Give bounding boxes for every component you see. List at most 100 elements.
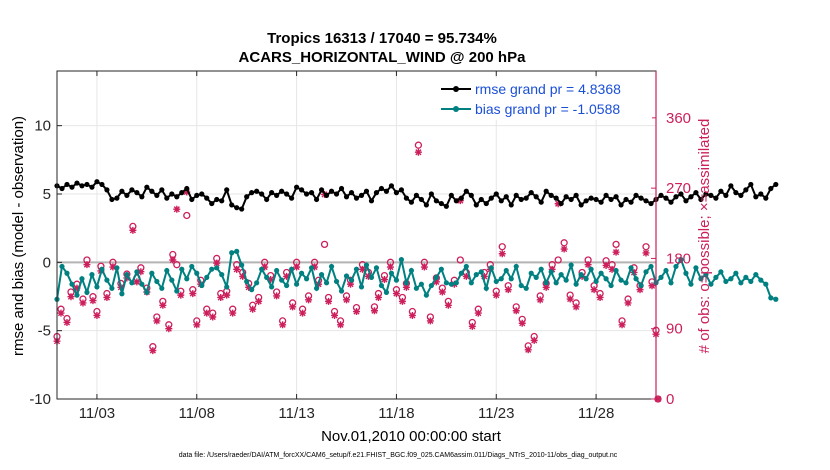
obs-assimilated-marker xyxy=(209,313,217,321)
rmse-point xyxy=(633,192,639,198)
y-right-tick-label: 0 xyxy=(666,391,674,408)
rmse-point xyxy=(154,192,160,198)
obs-assimilated-marker xyxy=(89,297,97,305)
bias-point xyxy=(234,248,240,254)
obs-assimilated-marker xyxy=(618,321,626,329)
bias-point xyxy=(79,276,85,282)
bias-point xyxy=(503,267,509,274)
obs-assimilated-marker xyxy=(636,286,644,294)
obs-assimilated-marker xyxy=(358,265,366,273)
chart-title-line2: ACARS_HORIZONTAL_WIND @ 200 hPa xyxy=(239,49,527,66)
bias-point xyxy=(573,281,579,287)
rmse-point xyxy=(538,199,544,205)
obs-assimilated-marker xyxy=(325,297,333,305)
data-file-footnote: data file: /Users/raeder/DAI/ATM_forcXX/… xyxy=(179,452,618,459)
obs-assimilated-marker xyxy=(560,245,568,253)
rmse-point xyxy=(413,192,419,198)
legend-rmse-label: rmse grand pr = 4.8368 xyxy=(475,81,621,97)
bias-point xyxy=(458,270,464,276)
y-tick-label: 5 xyxy=(43,186,51,203)
bias-point xyxy=(204,274,210,280)
obs-assimilated-marker xyxy=(518,319,526,327)
rmse-point xyxy=(748,181,754,188)
rmse-point xyxy=(593,196,599,203)
rmse-point xyxy=(308,190,315,196)
bias-point xyxy=(728,276,734,282)
obs-assimilated-marker xyxy=(217,293,225,301)
obs-assimilated-marker xyxy=(498,250,506,258)
obs-assimilated-marker xyxy=(456,197,464,205)
obs-assimilated-marker xyxy=(608,265,616,273)
rmse-point xyxy=(728,183,734,189)
obs-assimilated-marker xyxy=(536,296,544,304)
rmse-point xyxy=(468,192,474,198)
rmse-point xyxy=(583,198,589,204)
bias-point xyxy=(134,269,140,275)
obs-assimilated-marker xyxy=(153,317,161,325)
rmse-point xyxy=(219,198,225,204)
bias-point xyxy=(673,263,679,270)
rmse-point xyxy=(303,191,310,197)
bias-point xyxy=(533,274,539,280)
y-tick-label: -10 xyxy=(29,391,51,408)
x-axis-label: Nov.01,2010 00:00:00 start xyxy=(321,428,502,445)
rmse-point xyxy=(378,185,385,192)
rmse-point xyxy=(608,196,614,203)
bias-point xyxy=(169,277,175,283)
bias-point xyxy=(368,274,375,280)
bias-point xyxy=(388,270,395,276)
obs-assimilated-marker xyxy=(169,256,177,264)
rmse-point xyxy=(493,191,499,197)
y-right-tick-label: 360 xyxy=(666,110,691,127)
bias-point xyxy=(373,265,380,271)
obs-assimilated-marker xyxy=(183,188,191,196)
rmse-point xyxy=(318,187,325,193)
obs-assimilated-marker xyxy=(189,290,197,298)
bias-point xyxy=(84,289,90,295)
obs-assimilated-marker xyxy=(654,395,662,403)
rmse-point xyxy=(773,181,779,188)
rmse-point xyxy=(124,192,130,198)
rmse-point xyxy=(209,200,215,207)
x-tick-label: 11/18 xyxy=(378,405,414,422)
bias-point xyxy=(663,267,669,274)
bias-point xyxy=(94,284,100,290)
bias-point xyxy=(194,270,200,276)
bias-point xyxy=(64,270,70,276)
obs-assimilated-marker xyxy=(624,299,632,307)
rmse-point xyxy=(269,190,275,196)
rmse-point xyxy=(673,194,679,200)
bias-point xyxy=(254,280,260,286)
bias-point xyxy=(703,272,709,278)
bias-point xyxy=(708,281,714,287)
obs-assimilated-marker xyxy=(512,307,520,315)
bias-point xyxy=(284,282,290,289)
obs-assimilated-marker xyxy=(392,290,400,298)
rmse-point xyxy=(69,184,75,190)
obs-assimilated-marker xyxy=(283,272,291,280)
bias-point xyxy=(743,274,749,280)
obs-assimilated-marker xyxy=(233,265,241,273)
rmse-point xyxy=(523,195,529,201)
rmse-point xyxy=(573,192,579,198)
obs-possible-marker xyxy=(612,240,620,249)
bias-point xyxy=(189,263,195,270)
bias-point xyxy=(343,273,350,279)
bias-point xyxy=(438,266,444,272)
rmse-point xyxy=(249,190,255,196)
x-tick-label: 11/23 xyxy=(478,405,514,422)
y-tick-label: 0 xyxy=(43,254,51,271)
obs-assimilated-marker xyxy=(353,308,360,316)
obs-possible-marker xyxy=(642,243,650,251)
obs-assimilated-marker xyxy=(245,283,253,291)
bias-point xyxy=(748,278,754,285)
bias-point xyxy=(433,274,439,280)
bias-point xyxy=(279,277,285,283)
bias-point xyxy=(558,272,564,278)
obs-assimilated-marker xyxy=(73,284,81,292)
rmse-point xyxy=(758,191,764,197)
rmse-point xyxy=(693,190,699,196)
rmse-point xyxy=(109,196,115,203)
rmse-point xyxy=(139,194,145,200)
rmse-point xyxy=(708,192,714,198)
